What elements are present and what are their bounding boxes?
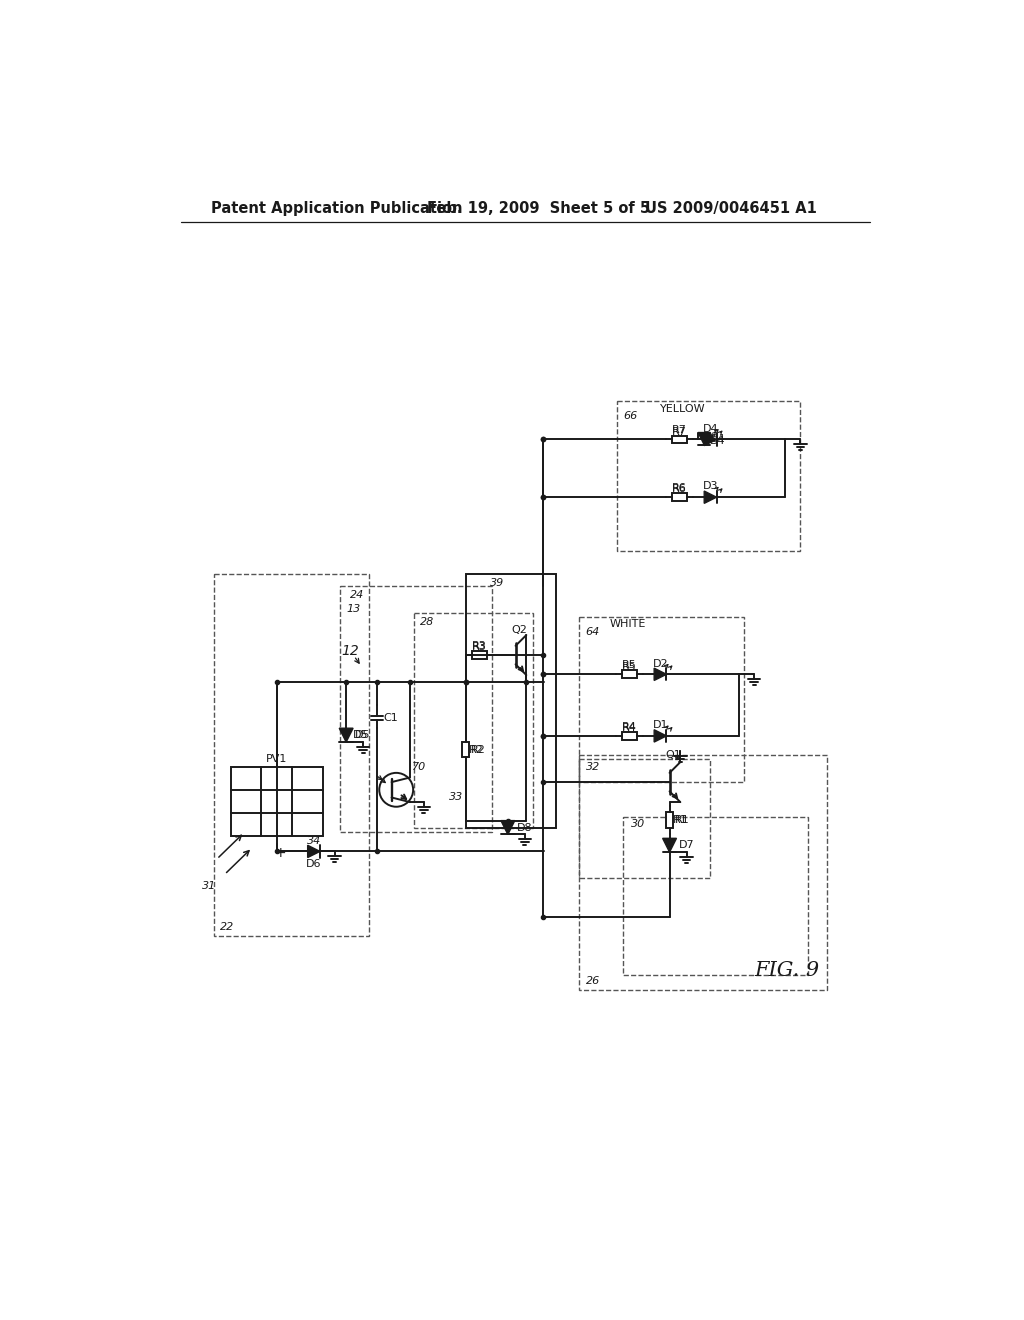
Text: 28: 28 bbox=[420, 616, 434, 627]
Text: 30: 30 bbox=[631, 820, 645, 829]
Bar bbox=[666, 812, 674, 828]
Text: R7: R7 bbox=[672, 425, 687, 436]
Text: WHITE: WHITE bbox=[609, 619, 646, 630]
Bar bbox=[466, 574, 556, 829]
Polygon shape bbox=[705, 433, 717, 446]
Text: 34: 34 bbox=[307, 836, 321, 846]
Text: R6: R6 bbox=[672, 484, 687, 495]
Polygon shape bbox=[339, 729, 353, 742]
Text: 66: 66 bbox=[624, 412, 638, 421]
Text: R5: R5 bbox=[623, 660, 637, 671]
Text: 64: 64 bbox=[585, 627, 599, 638]
Text: 70: 70 bbox=[413, 762, 426, 772]
Text: D7: D7 bbox=[679, 841, 694, 850]
Text: R2: R2 bbox=[469, 744, 483, 755]
Text: D4: D4 bbox=[702, 424, 718, 434]
Text: FIG. 9: FIG. 9 bbox=[755, 961, 819, 981]
Text: Patent Application Publication: Patent Application Publication bbox=[211, 201, 463, 216]
Bar bbox=[462, 742, 469, 758]
Polygon shape bbox=[654, 730, 667, 742]
Text: US 2009/0046451 A1: US 2009/0046451 A1 bbox=[645, 201, 817, 216]
Text: D5: D5 bbox=[353, 730, 369, 741]
Bar bbox=[622, 671, 637, 678]
Text: R4: R4 bbox=[623, 722, 637, 731]
Text: Q2: Q2 bbox=[511, 626, 527, 635]
Text: R3: R3 bbox=[472, 643, 486, 652]
Text: 31: 31 bbox=[202, 880, 216, 891]
Text: D8: D8 bbox=[517, 822, 532, 833]
Text: Q1: Q1 bbox=[666, 750, 681, 760]
Text: R5: R5 bbox=[623, 661, 637, 672]
Text: 39: 39 bbox=[490, 578, 505, 589]
Text: R4: R4 bbox=[623, 723, 637, 733]
Bar bbox=[414, 612, 532, 829]
Text: R6: R6 bbox=[672, 483, 687, 492]
Text: D5: D5 bbox=[355, 730, 371, 741]
Bar bbox=[672, 494, 687, 502]
Text: 33: 33 bbox=[450, 792, 464, 803]
Polygon shape bbox=[654, 668, 667, 681]
Polygon shape bbox=[307, 845, 319, 858]
Text: R1: R1 bbox=[675, 814, 689, 825]
Text: D3: D3 bbox=[702, 482, 718, 491]
Text: R2: R2 bbox=[470, 744, 485, 755]
Bar bbox=[624, 817, 808, 974]
Polygon shape bbox=[501, 821, 515, 834]
Bar bbox=[214, 574, 370, 936]
Text: 24: 24 bbox=[350, 590, 365, 601]
Text: D1: D1 bbox=[652, 721, 668, 730]
Bar bbox=[672, 436, 687, 444]
Text: 13: 13 bbox=[346, 603, 360, 614]
Polygon shape bbox=[705, 491, 717, 503]
Bar bbox=[472, 651, 487, 659]
Bar bbox=[617, 401, 801, 552]
Polygon shape bbox=[663, 838, 677, 853]
Bar bbox=[340, 586, 493, 832]
Text: PV1: PV1 bbox=[266, 754, 288, 764]
Text: R1: R1 bbox=[673, 814, 688, 825]
Text: D2: D2 bbox=[652, 659, 668, 668]
Bar bbox=[579, 755, 826, 990]
Text: 12: 12 bbox=[341, 644, 358, 659]
Text: YELLOW: YELLOW bbox=[660, 404, 706, 413]
Text: D6: D6 bbox=[306, 859, 322, 869]
Text: 22: 22 bbox=[220, 921, 234, 932]
Text: 26: 26 bbox=[587, 975, 601, 986]
Text: C1: C1 bbox=[383, 713, 398, 723]
Text: 32: 32 bbox=[587, 762, 601, 772]
Text: R3: R3 bbox=[472, 640, 486, 651]
Polygon shape bbox=[698, 433, 711, 445]
Text: +: + bbox=[274, 846, 287, 859]
Bar bbox=[579, 616, 744, 781]
Text: D4: D4 bbox=[711, 434, 726, 444]
Bar bbox=[230, 767, 323, 836]
Text: Feb. 19, 2009  Sheet 5 of 5: Feb. 19, 2009 Sheet 5 of 5 bbox=[427, 201, 650, 216]
Bar bbox=[579, 759, 710, 878]
Text: D4: D4 bbox=[711, 436, 726, 446]
Text: R7: R7 bbox=[672, 426, 687, 437]
Bar bbox=[622, 733, 637, 739]
